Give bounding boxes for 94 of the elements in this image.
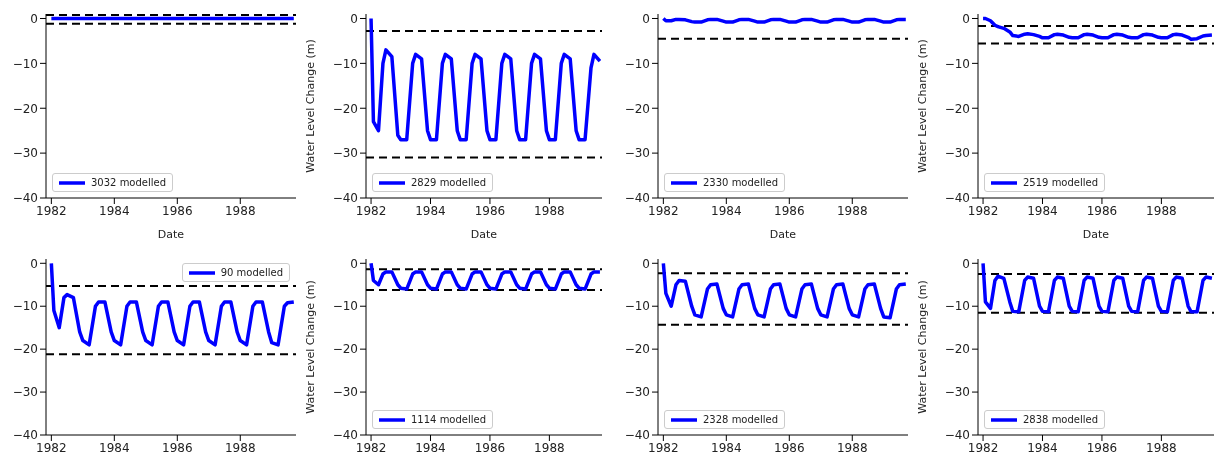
y-tick-label: −10 [624,56,650,71]
y-tick-label: −30 [12,385,38,400]
y-tick-label: −10 [332,56,358,71]
x-tick-label: 1984 [711,440,742,455]
x-tick-label: 1988 [1146,440,1177,455]
y-axis-title: Water Level Change (m) [303,39,317,173]
x-tick-label: 1984 [415,440,446,455]
x-tick-label: 1982 [967,440,999,455]
y-tick-label: −20 [332,342,358,357]
y-tick-label: −10 [944,299,970,314]
line-series [369,16,602,142]
x-tick-label: 1984 [1027,440,1058,455]
x-axis-title: Date [769,228,797,241]
line-series [369,261,602,291]
x-tick-label: 1982 [36,203,67,218]
x-tick-label: 1984 [711,203,742,218]
line-series [981,261,1214,314]
x-axis-title: Date [157,228,185,241]
x-tick-label: 1988 [225,203,256,218]
x-tick-label: 1986 [1086,203,1118,218]
x-tick-label: 1982 [355,440,387,455]
y-axis-title: Water Level Change (m) [915,39,929,173]
y-tick-label: −40 [332,428,358,443]
y-tick-label: −40 [624,428,650,443]
y-tick-label: −20 [944,342,970,357]
y-tick-label: −30 [624,146,650,161]
line-series [981,16,1214,41]
y-tick-label: −40 [12,191,38,206]
y-tick-label: 0 [30,11,38,26]
line-series [49,261,296,347]
x-tick-label: 1988 [225,440,256,455]
x-axis-title: Date [1082,228,1110,241]
y-tick-label: −10 [12,299,38,314]
x-tick-label: 1982 [36,440,67,455]
x-tick-label: 1982 [355,203,387,218]
x-tick-label: 1986 [774,203,805,218]
y-tick-label: 0 [350,11,358,26]
y-tick-label: −10 [12,56,38,71]
y-tick-label: −30 [332,146,358,161]
x-tick-label: 1982 [648,203,679,218]
y-tick-label: −40 [12,428,38,443]
x-tick-label: 1984 [1027,203,1058,218]
x-tick-label: 1988 [1146,203,1177,218]
y-tick-label: −40 [944,191,970,206]
x-tick-label: 1986 [774,440,805,455]
x-tick-label: 1988 [534,203,565,218]
legend-label: 3032 modelled [91,177,167,188]
legend-label: 2330 modelled [703,177,779,188]
y-tick-label: 0 [30,256,38,271]
legend-label: 2519 modelled [1023,177,1099,188]
y-tick-label: 0 [962,256,970,271]
y-tick-label: 0 [350,256,358,271]
y-tick-label: −20 [12,101,38,116]
legend-label: 2838 modelled [1023,414,1099,425]
y-tick-label: −30 [944,385,970,400]
y-tick-label: −20 [944,101,970,116]
y-tick-label: −20 [12,342,38,357]
y-tick-label: 0 [962,11,970,26]
x-tick-label: 1986 [474,203,506,218]
x-tick-label: 1986 [474,440,506,455]
y-tick-label: −30 [624,385,650,400]
y-tick-label: −10 [944,56,970,71]
legend-label: 1114 modelled [411,414,487,425]
y-tick-label: −10 [332,299,358,314]
x-tick-label: 1986 [162,203,193,218]
x-tick-label: 1984 [99,203,130,218]
y-tick-label: −30 [12,146,38,161]
x-tick-label: 1988 [837,440,868,455]
y-tick-label: −40 [944,428,970,443]
y-tick-label: −20 [332,101,358,116]
x-tick-label: 1982 [967,203,999,218]
x-tick-label: 1988 [534,440,565,455]
y-tick-label: −20 [624,101,650,116]
y-tick-label: −20 [624,342,650,357]
x-tick-label: 1986 [162,440,193,455]
y-tick-label: −30 [944,146,970,161]
y-tick-label: −10 [624,299,650,314]
y-axis-title: Water Level Change (m) [915,280,929,414]
x-tick-label: 1984 [415,203,446,218]
y-tick-label: 0 [642,256,650,271]
y-tick-label: −30 [332,385,358,400]
y-tick-label: −40 [332,191,358,206]
legend-label: 2829 modelled [411,177,487,188]
x-tick-label: 1988 [837,203,868,218]
y-tick-label: 0 [642,11,650,26]
y-axis-title: Water Level Change (m) [303,280,317,414]
y-tick-label: −40 [624,191,650,206]
x-tick-label: 1984 [99,440,130,455]
x-tick-label: 1982 [648,440,679,455]
legend-label: 2328 modelled [703,414,779,425]
x-axis-title: Date [470,228,498,241]
x-tick-label: 1986 [1086,440,1118,455]
line-series [661,261,908,320]
legend-label: 90 modelled [220,267,283,278]
